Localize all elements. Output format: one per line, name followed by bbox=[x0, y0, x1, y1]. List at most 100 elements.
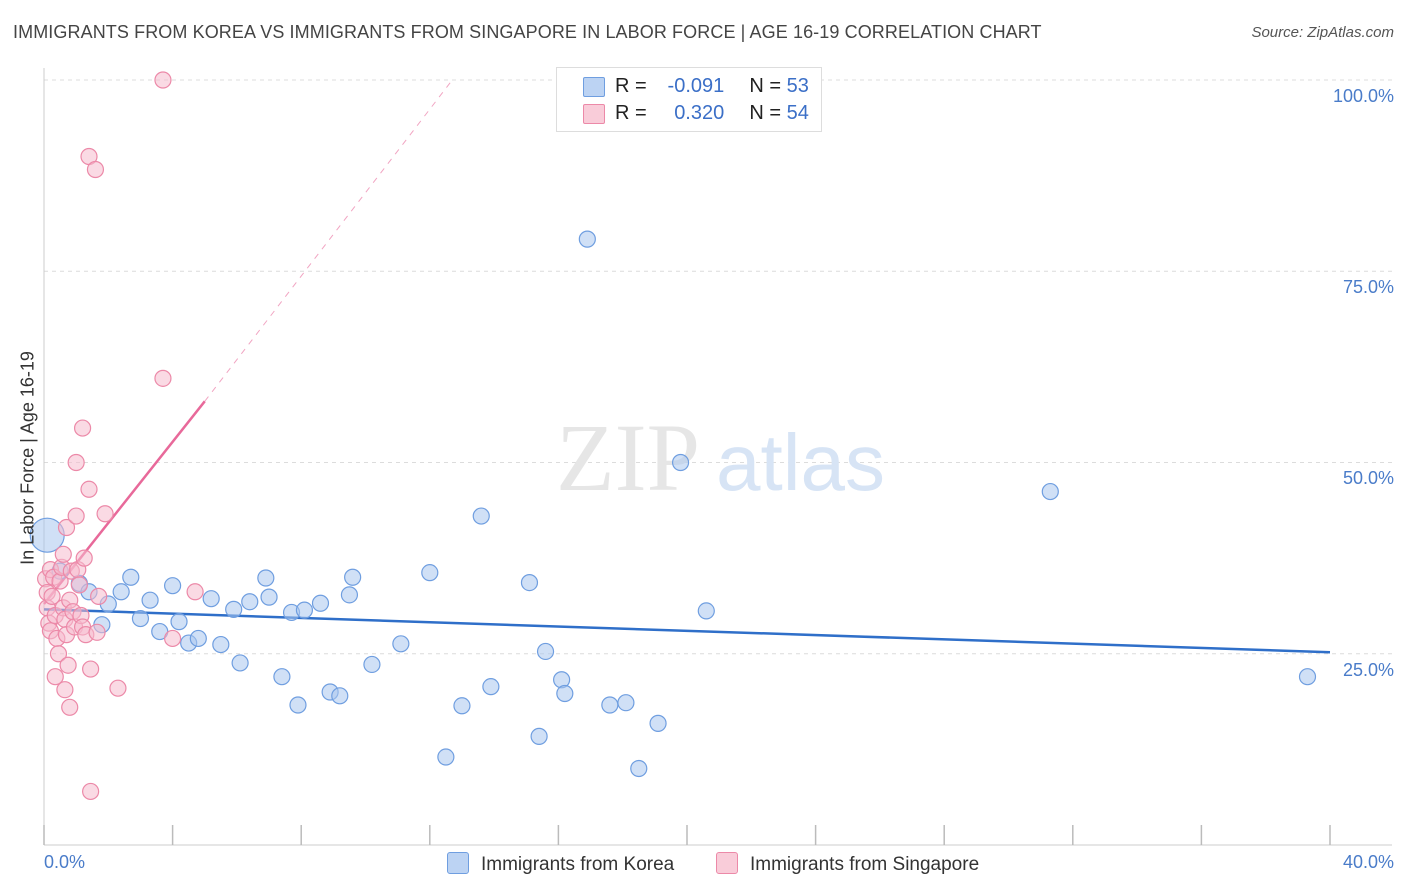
singapore-point bbox=[49, 645, 68, 663]
singapore-point bbox=[75, 549, 93, 567]
korea-point bbox=[601, 696, 619, 714]
singapore-point bbox=[186, 583, 204, 601]
korea-point bbox=[578, 230, 596, 248]
data-points bbox=[29, 71, 1317, 801]
korea-point bbox=[671, 453, 690, 472]
y-tick-label: 50.0% bbox=[1342, 468, 1394, 488]
korea-point bbox=[295, 601, 314, 619]
korea-point bbox=[170, 613, 188, 631]
singapore-point bbox=[86, 160, 105, 179]
korea-point bbox=[536, 642, 555, 661]
singapore-point bbox=[73, 419, 92, 437]
trend-line-singapore bbox=[204, 79, 453, 402]
watermark: ZIP atlas bbox=[556, 404, 885, 511]
korea-point bbox=[556, 684, 574, 703]
singapore-point bbox=[80, 480, 98, 498]
singapore-point bbox=[67, 507, 85, 525]
korea-swatch bbox=[583, 77, 605, 97]
korea-point bbox=[472, 507, 490, 525]
singapore-point bbox=[82, 660, 100, 678]
korea-point bbox=[202, 590, 220, 608]
korea-n-value: 53 bbox=[786, 75, 809, 97]
singapore-point bbox=[96, 505, 114, 523]
korea-point bbox=[225, 600, 243, 618]
singapore-r-label: R = bbox=[615, 102, 647, 124]
korea-point bbox=[273, 668, 291, 686]
x-tick-label: 40.0% bbox=[1342, 852, 1394, 872]
korea-point bbox=[122, 568, 140, 586]
y-axis-label: In Labor Force | Age 16-19 bbox=[17, 351, 38, 565]
korea-point bbox=[344, 568, 362, 586]
singapore-swatch bbox=[583, 104, 605, 124]
korea-point bbox=[241, 593, 259, 611]
korea-point bbox=[331, 687, 349, 705]
korea-point bbox=[421, 564, 439, 582]
korea-point bbox=[112, 583, 130, 601]
korea-point bbox=[1041, 482, 1059, 501]
singapore-point bbox=[46, 668, 64, 686]
korea-point bbox=[697, 602, 715, 620]
singapore-point bbox=[90, 587, 108, 605]
grid-lines bbox=[44, 79, 1392, 655]
legend-swatch-singapore bbox=[716, 852, 738, 874]
korea-point bbox=[453, 697, 471, 715]
legend-swatch-korea bbox=[447, 852, 469, 874]
singapore-point bbox=[88, 623, 106, 641]
x-tick-label: 0.0% bbox=[44, 852, 86, 872]
trend-lines bbox=[43, 79, 1331, 654]
stats-box: R = -0.091 N = 53 R = 0.320 N = 54 bbox=[556, 67, 822, 132]
korea-point bbox=[164, 577, 182, 595]
korea-point bbox=[340, 586, 359, 604]
y-tick-label: 75.0% bbox=[1342, 277, 1394, 297]
singapore-point bbox=[154, 71, 172, 89]
korea-point bbox=[482, 678, 500, 696]
korea-point bbox=[617, 694, 635, 712]
korea-point bbox=[649, 714, 667, 732]
axes bbox=[43, 68, 1392, 846]
legend-item-singapore[interactable]: Immigrants from Singapore bbox=[716, 852, 979, 876]
korea-point bbox=[212, 635, 230, 654]
singapore-n-value: 54 bbox=[786, 102, 809, 124]
singapore-point bbox=[109, 679, 127, 697]
korea-stats: R = -0.091 N = 53 bbox=[615, 75, 809, 99]
legend-item-korea[interactable]: Immigrants from Korea bbox=[447, 852, 674, 876]
singapore-point bbox=[164, 629, 182, 648]
singapore-stats: R = 0.320 N = 54 bbox=[615, 102, 809, 126]
korea-point bbox=[392, 635, 410, 653]
korea-point bbox=[189, 629, 207, 648]
singapore-point bbox=[54, 545, 72, 563]
korea-point bbox=[530, 727, 548, 745]
korea-point bbox=[630, 759, 648, 778]
singapore-point bbox=[59, 656, 77, 674]
trend-line-korea bbox=[43, 608, 1331, 654]
korea-r-value: -0.091 bbox=[667, 75, 725, 97]
singapore-point bbox=[67, 453, 85, 472]
korea-n-label: N = bbox=[749, 75, 782, 97]
chart-title: IMMIGRANTS FROM KOREA VS IMMIGRANTS FROM… bbox=[13, 22, 1042, 42]
singapore-r-value: 0.320 bbox=[674, 102, 725, 124]
korea-point bbox=[131, 609, 150, 628]
korea-point bbox=[363, 655, 381, 674]
korea-point bbox=[289, 696, 307, 714]
korea-point bbox=[520, 574, 539, 592]
korea-point bbox=[141, 591, 159, 609]
korea-point bbox=[1298, 668, 1317, 686]
korea-point bbox=[257, 569, 275, 587]
singapore-point bbox=[43, 587, 61, 605]
singapore-point bbox=[56, 681, 74, 699]
y-tick-label: 25.0% bbox=[1342, 660, 1394, 680]
watermark-atlas: atlas bbox=[716, 418, 885, 507]
korea-point bbox=[260, 588, 278, 606]
korea-point bbox=[231, 654, 249, 672]
korea-r-label: R = bbox=[615, 75, 647, 97]
singapore-point bbox=[154, 369, 172, 387]
source-label: Source: ZipAtlas.com bbox=[1251, 24, 1394, 41]
y-tick-label: 100.0% bbox=[1332, 86, 1394, 106]
korea-point bbox=[311, 594, 330, 612]
singapore-point bbox=[57, 518, 76, 537]
singapore-n-label: N = bbox=[749, 102, 782, 124]
legend-label-korea: Immigrants from Korea bbox=[481, 854, 675, 875]
singapore-point bbox=[70, 576, 88, 594]
singapore-point bbox=[82, 782, 100, 801]
